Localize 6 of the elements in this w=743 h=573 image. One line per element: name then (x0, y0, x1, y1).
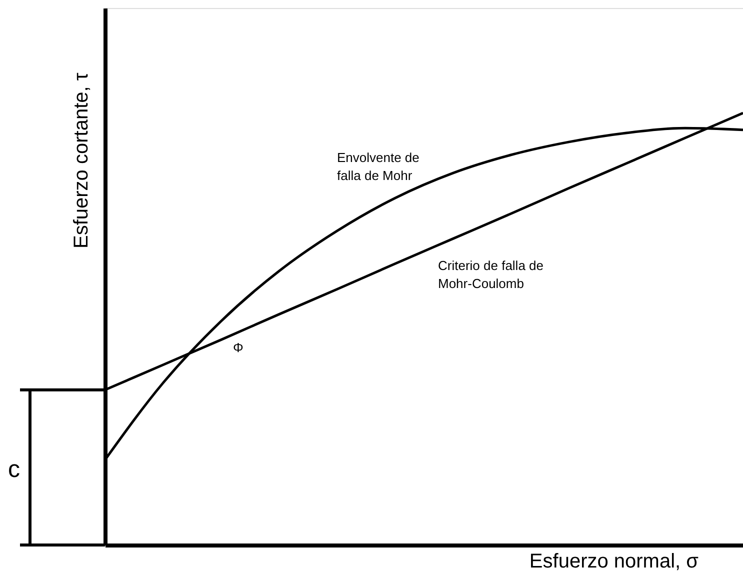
text: c (8, 456, 20, 483)
x-axis-title: Esfuerzo normal, σ (529, 550, 700, 572)
y-axis-title: Esfuerzo cortante, τ (70, 72, 92, 248)
annotation: Criterio de falla de Mohr-Coulomb (438, 258, 544, 291)
annotation: Envolvente de falla de Mohr (337, 150, 420, 183)
annotation: Φ (233, 340, 244, 355)
